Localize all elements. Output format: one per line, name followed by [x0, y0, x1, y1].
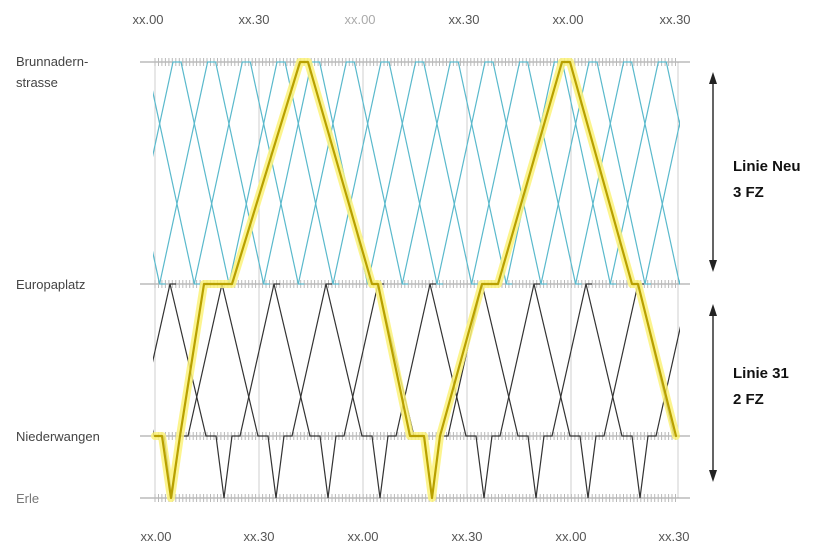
linie-31-trip [0, 284, 72, 498]
highlighted-vehicle-paths [151, 58, 680, 502]
linie-31-vehicles: 2 FZ [733, 391, 764, 408]
linie-neu-vehicles: 3 FZ [733, 184, 764, 201]
station-label-brunnadernstrasse-1: Brunnadern- [16, 54, 88, 69]
linie-31-trip [221, 283, 332, 499]
linie-neu-trip [471, 61, 582, 285]
line-annotations: Linie Neu 3 FZ Linie 31 2 FZ [709, 72, 801, 482]
linie-neu-trip [575, 61, 680, 285]
linie-neu-trip [228, 61, 339, 285]
linie-neu-trip [0, 62, 96, 284]
bottom-time-label: xx.30 [451, 529, 482, 544]
top-time-label: xx.30 [659, 12, 690, 27]
station-label-erle: Erle [16, 491, 39, 506]
top-time-label: xx.00 [552, 12, 583, 27]
bottom-time-label: xx.30 [658, 529, 689, 544]
top-time-label: xx.00 [132, 12, 163, 27]
linie-neu-trip [0, 62, 27, 284]
top-time-label: xx.00 [344, 12, 375, 27]
top-time-axis: xx.00 xx.30 xx.00 xx.30 xx.00 xx.30 [132, 12, 690, 27]
linie-31-trip [794, 284, 838, 498]
linie-neu-trip [153, 90, 201, 285]
linie-neu-trip [0, 62, 62, 284]
linie-neu-trip [153, 250, 166, 285]
bottom-time-label: xx.00 [555, 529, 586, 544]
linie-neu-trip [159, 61, 270, 285]
station-label-europaplatz: Europaplatz [16, 277, 85, 292]
top-time-label: xx.30 [238, 12, 269, 27]
bottom-time-label: xx.00 [140, 529, 171, 544]
linie-neu-trip [332, 61, 443, 285]
linie-neu-trip [644, 119, 680, 285]
station-labels: Brunnadern- strasse Europaplatz Niederwa… [16, 54, 100, 506]
linie-neu-label: Linie Neu [733, 158, 801, 175]
bottom-time-label: xx.00 [347, 529, 378, 544]
linie-31-trip [153, 283, 176, 363]
linie-31-trip [585, 283, 680, 499]
linie-31-trip [273, 283, 384, 499]
top-time-label: xx.30 [448, 12, 479, 27]
linie-31-trip [325, 283, 436, 499]
bottom-time-axis: xx.00 xx.30 xx.00 xx.30 xx.00 xx.30 [140, 529, 689, 544]
linie-neu-trip [609, 61, 680, 285]
linie-neu-trip [193, 61, 305, 285]
linie-neu-extent-arrow [709, 72, 717, 272]
linie-neu-trip [21, 62, 131, 284]
bottom-time-label: xx.30 [243, 529, 274, 544]
station-label-niederwangen: Niederwangen [16, 429, 100, 444]
linie-neu-trips [0, 61, 838, 285]
linie-31-trip [169, 283, 280, 499]
linie-neu-trip [818, 62, 838, 284]
station-label-brunnadernstrasse-2: strasse [16, 75, 58, 90]
linie-31-trip [429, 283, 540, 499]
linie-31-trip [14, 284, 124, 498]
linie-neu-trip [540, 61, 651, 285]
linie-31-extent-arrow [709, 304, 717, 482]
linie-neu-trip [401, 61, 513, 285]
linie-neu-trip [367, 61, 478, 285]
linie-neu-trip [436, 61, 547, 285]
linie-31-trip [533, 283, 644, 499]
linie-31-trip [637, 283, 680, 437]
highlight-path [153, 60, 678, 500]
linie-31-trip [481, 283, 592, 499]
linie-31-label: Linie 31 [733, 365, 789, 382]
